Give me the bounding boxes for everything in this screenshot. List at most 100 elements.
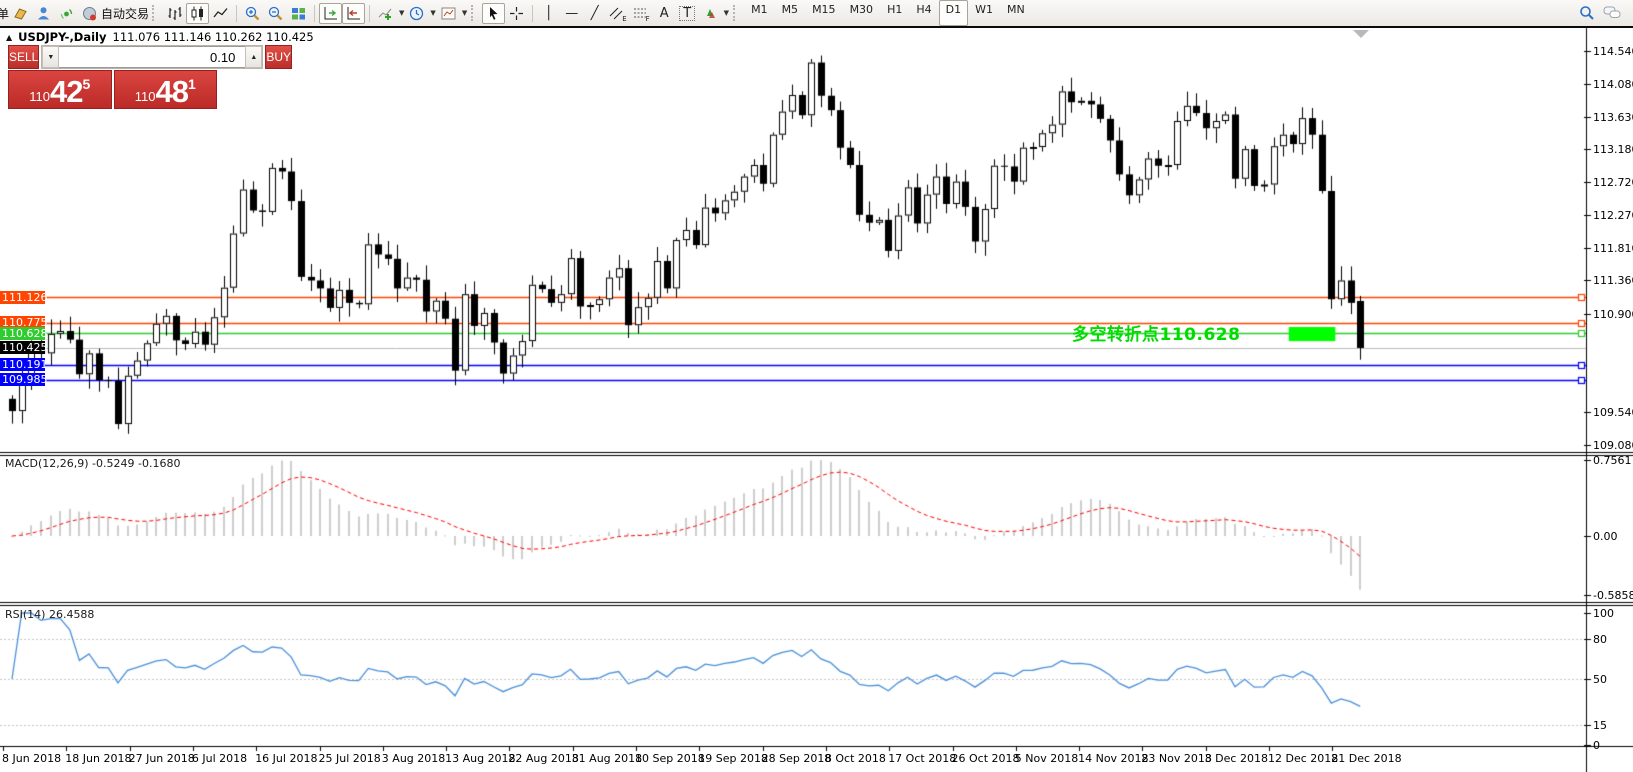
- price-tick-label: 113.630: [1593, 110, 1633, 124]
- terminal-user-icon[interactable]: [32, 3, 55, 24]
- macd-tick-label: -0.5858: [1593, 588, 1633, 602]
- auto-trading-button[interactable]: 自动交易: [101, 6, 150, 21]
- auto-scroll-icon[interactable]: [319, 2, 343, 24]
- date-tick-label: 19 Sep 2018: [698, 752, 769, 765]
- date-tick-label: 28 Sep 2018: [761, 752, 832, 765]
- price-line-badge: 110.191: [0, 358, 48, 372]
- bar-chart-mode-icon[interactable]: [163, 3, 186, 24]
- tf-button-M5[interactable]: M5: [781, 3, 799, 16]
- collapse-chart-icon[interactable]: ▲: [6, 32, 13, 42]
- chart-shift-marker-icon[interactable]: [1353, 30, 1369, 38]
- date-tick-label: 25 Jul 2018: [318, 752, 381, 765]
- lot-decrease-button[interactable]: ▼: [42, 46, 60, 68]
- rsi-tick-label: 0: [1593, 739, 1600, 752]
- date-tick-label: 18 Jun 2018: [65, 752, 132, 765]
- indicators-icon[interactable]: [374, 3, 397, 24]
- date-tick-label: 10 Sep 2018: [635, 752, 705, 765]
- search-icon[interactable]: [1575, 3, 1599, 24]
- toolbar-separator: [314, 4, 316, 22]
- price-tick-label: 112.720: [1593, 176, 1633, 190]
- tf-button-M30[interactable]: M30: [849, 3, 874, 16]
- new-order-button[interactable]: 单: [0, 6, 10, 21]
- price-tick-label: 110.900: [1593, 307, 1633, 321]
- date-tick-label: 6 Jul 2018: [191, 752, 248, 765]
- date-tick-label: 16 Jul 2018: [255, 752, 318, 765]
- date-tick-label: 27 Jun 2018: [128, 752, 195, 765]
- templates-dropdown-arrow[interactable]: ▼: [461, 9, 468, 17]
- chart-title-row: ▲ USDJPY-,Daily 111.076 111.146 110.262 …: [6, 30, 314, 44]
- chat-icon[interactable]: [1599, 3, 1625, 24]
- zoom-in-icon[interactable]: [241, 3, 264, 24]
- text-tool-icon[interactable]: A: [659, 5, 669, 21]
- fibonacci-tool-icon[interactable]: F: [630, 3, 653, 24]
- price-tick-label: 111.810: [1593, 242, 1633, 255]
- pivot-annotation-text[interactable]: 多空转折点110.628: [1072, 325, 1241, 345]
- date-tick-label: 21 Dec 2018: [1331, 752, 1402, 765]
- tf-button-H4[interactable]: H4: [916, 3, 932, 16]
- toolbar-separator: [532, 4, 534, 22]
- sell-button[interactable]: SELL: [8, 45, 40, 69]
- tf-button-D1[interactable]: D1: [938, 0, 969, 26]
- tf-button-M1[interactable]: M1: [751, 3, 768, 16]
- price-tick-label: 114.540: [1593, 45, 1633, 58]
- date-tick-label: 14 Nov 2018: [1078, 752, 1149, 765]
- macd-tick-label: 0.00: [1593, 530, 1618, 543]
- toolbar-grip: [733, 5, 739, 21]
- auto-trading-robot-icon[interactable]: [78, 3, 101, 24]
- date-tick-label: 8 Jun 2018: [2, 752, 62, 765]
- current-price-badge: 110.425: [0, 341, 48, 355]
- sell-price-sup: 5: [82, 76, 91, 92]
- chart-ohlc-values: 111.076 111.146 110.262 110.425: [112, 30, 314, 44]
- candlestick-mode-icon[interactable]: [186, 2, 210, 24]
- vertical-line-tool-icon[interactable]: │: [544, 5, 553, 21]
- lot-increase-button[interactable]: ▲: [245, 46, 263, 68]
- zoom-out-icon[interactable]: [264, 3, 287, 24]
- lot-size-input[interactable]: [59, 46, 246, 68]
- price-line-badge: 111.126: [0, 290, 48, 304]
- tile-windows-icon[interactable]: [287, 3, 310, 24]
- price-line-badge: 110.775: [0, 316, 48, 330]
- tf-button-H1[interactable]: H1: [887, 3, 903, 16]
- indicators-dropdown-arrow[interactable]: ▼: [399, 9, 405, 17]
- text-label-tool-icon[interactable]: T: [676, 3, 699, 24]
- crosshair-tool-icon[interactable]: [505, 3, 528, 24]
- date-tick-label: 5 Nov 2018: [1014, 752, 1079, 765]
- tf-button-M15[interactable]: M15: [812, 3, 836, 16]
- timeframe-group: M1 M5 M15 M30 H1 H4 D1 W1 MN: [744, 0, 1032, 26]
- chart-shift-icon[interactable]: [342, 2, 366, 24]
- toolbar-grip: [471, 5, 477, 21]
- arrows-dropdown-arrow[interactable]: ▼: [723, 9, 730, 17]
- rsi-tick-label: 80: [1593, 633, 1607, 647]
- price-line-badge: 109.985: [0, 373, 48, 387]
- date-tick-label: 26 Oct 2018: [951, 752, 1020, 765]
- templates-icon[interactable]: [437, 3, 460, 24]
- buy-price-sup: 1: [187, 76, 196, 92]
- price-tick-label: 111.360: [1593, 274, 1633, 288]
- lot-size-control: ▼ ▲: [41, 45, 264, 69]
- channel-tool-icon[interactable]: E: [606, 3, 629, 24]
- horizontal-line-tool-icon[interactable]: —: [565, 5, 579, 21]
- depth-of-market-icon[interactable]: [9, 3, 32, 24]
- signal-broadcast-icon[interactable]: [55, 3, 78, 24]
- price-tick-label: 109.540: [1593, 405, 1633, 419]
- line-chart-mode-icon[interactable]: [209, 3, 232, 24]
- buy-price-box[interactable]: 110 48 1: [113, 70, 217, 109]
- periods-dropdown-arrow[interactable]: ▼: [430, 9, 436, 17]
- date-tick-label: 3 Dec 2018: [1204, 752, 1268, 765]
- tf-button-MN[interactable]: MN: [1006, 3, 1025, 16]
- sell-price-box[interactable]: 110 42 5: [8, 70, 112, 109]
- sell-price-big: 42: [49, 74, 83, 109]
- arrows-tool-icon[interactable]: [699, 3, 722, 24]
- sell-price-prefix: 110: [29, 89, 50, 104]
- date-tick-label: 23 Nov 2018: [1141, 752, 1212, 765]
- cursor-tool-icon[interactable]: [482, 2, 506, 24]
- macd-tick-label: 0.7561: [1593, 454, 1632, 467]
- trendline-tool-icon[interactable]: ╱: [590, 5, 599, 21]
- date-tick-label: 17 Oct 2018: [888, 752, 957, 765]
- tf-button-W1[interactable]: W1: [975, 3, 993, 16]
- toolbar-separator: [369, 4, 371, 22]
- periods-clock-icon[interactable]: [405, 3, 428, 24]
- buy-button[interactable]: BUY: [265, 45, 293, 69]
